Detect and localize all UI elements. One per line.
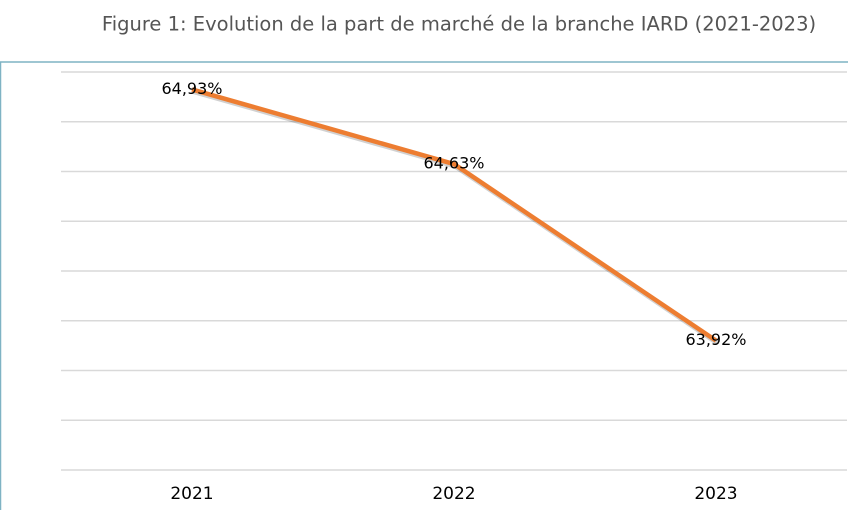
chart-title: Figure 1: Evolution de la part de marché… bbox=[102, 13, 816, 36]
data-label: 64,63% bbox=[423, 154, 484, 173]
data-label: 64,93% bbox=[161, 79, 222, 98]
series-line bbox=[191, 87, 718, 343]
data-label: 63,92% bbox=[685, 330, 746, 349]
x-tick-label: 2022 bbox=[432, 484, 475, 504]
x-tick-label: 2023 bbox=[694, 484, 737, 504]
x-tick-label: 2021 bbox=[170, 484, 213, 504]
